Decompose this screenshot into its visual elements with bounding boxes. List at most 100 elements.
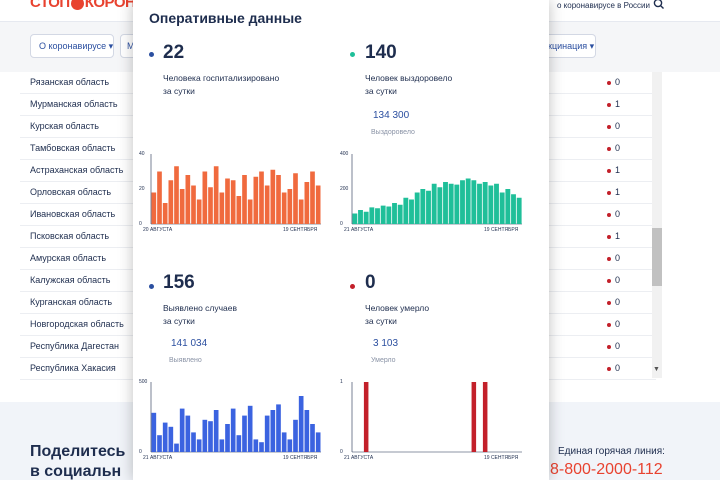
chart-bar (219, 192, 225, 224)
red-dot-icon (607, 344, 611, 349)
chart-bar (276, 175, 281, 224)
recovered-chart: 400 200 0 21 АВГУСТА 19 СЕНТЯБРЯ (340, 151, 526, 242)
x-end-label: 19 СЕНТЯБРЯ (283, 227, 318, 233)
chart-svg (150, 382, 321, 453)
deaths-chart: 1 0 21 АВГУСТА 19 СЕНТЯБРЯ (340, 379, 526, 470)
y-tick-label: 1 (340, 379, 343, 385)
chart-bar (196, 439, 202, 452)
region-name: Ивановская область (30, 209, 116, 219)
red-dot-icon (607, 322, 611, 327)
nav-item-vaccination[interactable]: кцинация ▾ (540, 34, 596, 58)
region-value-text: 0 (615, 363, 621, 373)
chart-bar (375, 208, 380, 224)
chart-bar (162, 422, 168, 452)
red-dot-icon (607, 124, 611, 129)
hotline-label: Единая горячая линия: (558, 446, 665, 457)
chart-bar (465, 178, 471, 224)
y-tick-label: 500 (139, 379, 148, 385)
region-deaths-value: 0 (607, 77, 620, 87)
scrollbar-track[interactable] (652, 72, 662, 378)
red-dot-icon (607, 366, 611, 371)
red-dot-icon (607, 146, 611, 151)
chart-bar (225, 178, 230, 224)
x-end-label: 19 СЕНТЯБРЯ (283, 455, 318, 461)
chart-bar (225, 424, 230, 452)
region-name: Псковская область (30, 231, 110, 241)
region-deaths-value: 0 (607, 341, 620, 351)
region-value-text: 0 (615, 209, 621, 219)
chart-bar (168, 180, 174, 224)
region-value-text: 0 (615, 275, 621, 285)
region-name: Республика Хакасия (30, 363, 116, 373)
chart-bar (380, 205, 386, 224)
y-tick-label: 0 (139, 221, 142, 227)
chart-bar (230, 180, 236, 224)
region-deaths-value: 1 (607, 231, 620, 241)
chart-bar (281, 192, 287, 224)
chart-bar (270, 410, 276, 452)
region-value-text: 1 (615, 187, 621, 197)
x-end-label: 19 СЕНТЯБРЯ (484, 455, 519, 461)
region-deaths-value: 0 (607, 275, 620, 285)
red-dot-icon (607, 234, 611, 239)
stat-desc-line: Выявлено случаев (163, 303, 238, 313)
stat-desc-line: Человек умерло (365, 303, 430, 313)
chart-bar (443, 182, 448, 224)
region-deaths-value: 0 (607, 121, 620, 131)
y-tick-label: 400 (340, 151, 349, 157)
stat-desc-line: за сутки (365, 86, 397, 96)
chart-bar (157, 171, 162, 224)
site-logo[interactable]: СТОП КОРОНАВ (30, 0, 157, 11)
stat-desc-line: за сутки (365, 316, 397, 326)
region-name: Республика Дагестан (30, 341, 119, 351)
region-value-text: 1 (615, 165, 621, 175)
stat-recovered-total-label: Выздоровело (371, 129, 415, 136)
chart-bar (242, 415, 247, 452)
scroll-down-arrow-icon[interactable]: ▼ (653, 366, 660, 373)
scrollbar-thumb[interactable] (652, 228, 662, 286)
region-name: Мурманская область (30, 99, 118, 109)
chart-bar (259, 442, 264, 452)
chart-bar (174, 443, 179, 452)
region-value-text: 0 (615, 253, 621, 263)
region-name: Курская область (30, 121, 99, 131)
chart-bar (287, 439, 293, 452)
region-value-text: 0 (615, 297, 621, 307)
chart-bar (196, 199, 202, 224)
y-tick-label: 0 (139, 449, 142, 455)
chart-bar (247, 405, 253, 452)
chart-bar (499, 192, 505, 224)
chart-bar (242, 175, 247, 224)
chart-bar (264, 185, 270, 224)
chart-bar (174, 166, 179, 224)
chart-bar (454, 184, 460, 224)
stat-detected-total: 141 034 (171, 338, 208, 349)
search-icon[interactable] (653, 0, 665, 10)
share-line-2: в социальн (30, 463, 122, 480)
nav-item-about-coronavirus[interactable]: О коронавирусе ▾ (30, 34, 114, 58)
chart-bar (230, 408, 236, 452)
logo-circle-icon (70, 0, 84, 10)
chart-bar (287, 189, 293, 224)
chart-svg (351, 382, 522, 453)
chart-bar (191, 185, 196, 224)
chart-bar (259, 171, 264, 224)
region-deaths-value: 1 (607, 187, 620, 197)
red-dot-icon (607, 80, 611, 85)
region-value-text: 0 (615, 121, 621, 131)
hotline-number[interactable]: 8-800-2000-112 (550, 461, 663, 478)
stat-desc-line: Человека госпитализировано (163, 73, 280, 83)
y-tick-label: 0 (340, 449, 343, 455)
region-name: Рязанская область (30, 77, 110, 87)
chart-bar (236, 196, 242, 224)
chart-bar (281, 432, 287, 452)
x-start-label: 21 АВГУСТА (143, 455, 173, 461)
chart-bar (310, 424, 315, 452)
chart-bar (315, 185, 321, 224)
chart-bar (247, 199, 253, 224)
share-heading: Поделитесь в социальн (30, 442, 125, 480)
x-end-label: 19 СЕНТЯБРЯ (484, 227, 519, 233)
red-dot-icon (607, 300, 611, 305)
chart-bar (369, 207, 375, 224)
stat-recovered-total: 134 300 (373, 110, 410, 121)
